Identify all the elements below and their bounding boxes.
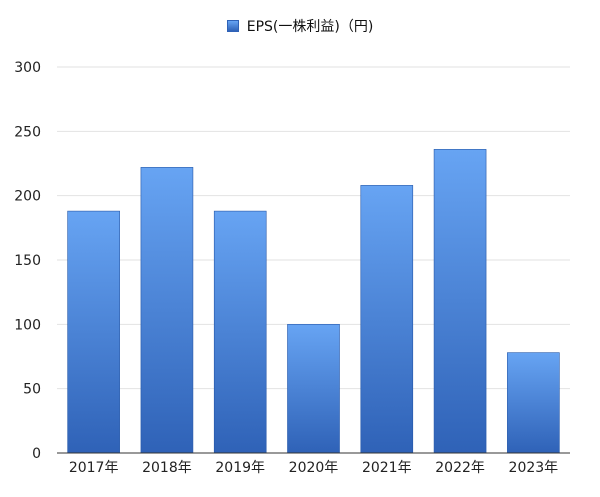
bar-2021年 [360, 185, 414, 454]
bar-2019年 [213, 210, 267, 454]
x-tick-label: 2017年 [69, 460, 119, 476]
bar-2022年 [433, 149, 487, 454]
bar-2023年 [507, 352, 560, 454]
y-tick-label: 50 [23, 382, 41, 398]
x-tick-label: 2020年 [289, 460, 339, 476]
x-tick-label: 2018年 [142, 460, 192, 476]
legend-swatch-icon [226, 20, 239, 32]
y-tick-label: 100 [14, 317, 41, 333]
bar-2018年 [140, 167, 194, 454]
x-tick-label: 2022年 [435, 460, 485, 476]
bar-2020年 [287, 324, 340, 454]
legend: EPS(一株利益)（円) [0, 16, 600, 36]
y-tick-label: 0 [32, 446, 41, 462]
legend-label: EPS(一株利益)（円) [246, 19, 374, 35]
y-tick-label: 300 [14, 60, 41, 76]
x-tick-label: 2023年 [509, 460, 559, 476]
y-tick-label: 250 [14, 124, 41, 140]
x-tick-label: 2019年 [215, 460, 265, 476]
y-tick-label: 150 [14, 253, 41, 269]
bar-2017年 [67, 210, 120, 454]
x-tick-label: 2021年 [362, 460, 412, 476]
y-tick-label: 200 [14, 189, 41, 205]
